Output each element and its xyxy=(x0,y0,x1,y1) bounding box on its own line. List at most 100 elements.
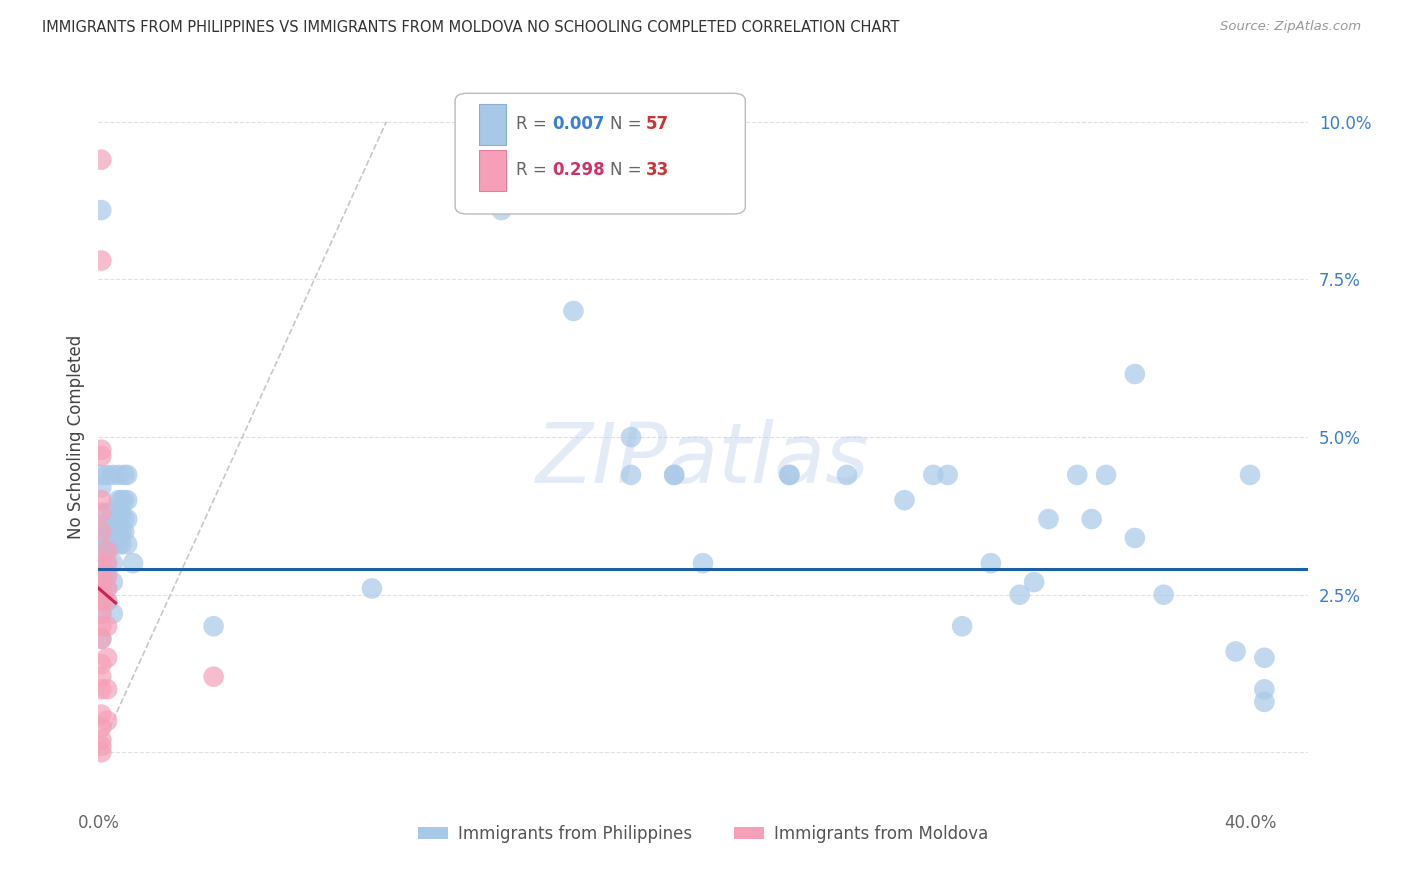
Point xyxy=(90,203,112,218)
Point xyxy=(778,467,800,482)
Point xyxy=(90,607,112,621)
Point xyxy=(115,512,138,526)
Point xyxy=(90,632,112,646)
Point xyxy=(664,467,686,482)
Point xyxy=(96,543,118,558)
Text: 33: 33 xyxy=(647,161,669,179)
Point xyxy=(620,467,643,482)
Point xyxy=(90,467,112,482)
Point xyxy=(96,543,118,558)
Bar xyxy=(479,151,506,191)
Point xyxy=(110,537,132,551)
Text: 0.298: 0.298 xyxy=(551,161,605,179)
Point xyxy=(112,524,135,539)
Point xyxy=(90,707,112,722)
Point xyxy=(1038,512,1060,526)
Point xyxy=(90,745,112,759)
Point xyxy=(96,569,118,583)
Point xyxy=(122,556,145,570)
Point xyxy=(101,524,124,539)
Point xyxy=(101,556,124,570)
Point xyxy=(90,493,112,508)
Point xyxy=(90,449,112,463)
Point xyxy=(90,531,112,545)
Point xyxy=(112,467,135,482)
Point xyxy=(980,556,1002,570)
Text: 0.007: 0.007 xyxy=(551,115,605,134)
Text: N =: N = xyxy=(610,161,647,179)
Point xyxy=(96,556,118,570)
Point xyxy=(90,582,112,596)
Point xyxy=(112,493,135,508)
Point xyxy=(90,524,112,539)
Point xyxy=(90,556,112,570)
Point xyxy=(90,506,112,520)
Point xyxy=(90,670,112,684)
Point xyxy=(90,632,112,646)
Point xyxy=(112,512,135,526)
Point xyxy=(90,442,112,457)
Point xyxy=(96,506,118,520)
Point xyxy=(101,575,124,590)
Text: Source: ZipAtlas.com: Source: ZipAtlas.com xyxy=(1220,20,1361,33)
Point xyxy=(96,714,118,728)
Point xyxy=(1123,367,1146,381)
Point xyxy=(90,153,112,167)
Point xyxy=(1066,467,1088,482)
Point xyxy=(110,524,132,539)
Point xyxy=(96,467,118,482)
Point xyxy=(107,493,129,508)
Point xyxy=(893,493,915,508)
FancyBboxPatch shape xyxy=(456,94,745,214)
Point xyxy=(90,518,112,533)
Point xyxy=(96,537,118,551)
Point xyxy=(101,467,124,482)
Point xyxy=(107,537,129,551)
Point xyxy=(90,732,112,747)
Point xyxy=(90,582,112,596)
Point xyxy=(1095,467,1118,482)
Point xyxy=(1253,682,1275,697)
Point xyxy=(90,607,112,621)
Point xyxy=(936,467,959,482)
Point xyxy=(90,253,112,268)
Point xyxy=(90,720,112,734)
Point xyxy=(835,467,858,482)
Point xyxy=(692,556,714,570)
Point xyxy=(1123,531,1146,545)
Point xyxy=(96,524,118,539)
Point xyxy=(107,524,129,539)
Point xyxy=(101,607,124,621)
Point xyxy=(96,594,118,608)
Point xyxy=(115,467,138,482)
Point xyxy=(96,619,118,633)
Point xyxy=(562,304,585,318)
Point xyxy=(1225,644,1247,658)
Bar xyxy=(479,104,506,145)
Point xyxy=(96,556,118,570)
Point xyxy=(115,493,138,508)
Point xyxy=(90,543,112,558)
Point xyxy=(1153,588,1175,602)
Point xyxy=(107,512,129,526)
Point xyxy=(90,682,112,697)
Text: R =: R = xyxy=(516,161,551,179)
Point xyxy=(90,569,112,583)
Y-axis label: No Schooling Completed: No Schooling Completed xyxy=(66,335,84,539)
Point xyxy=(1022,575,1045,590)
Point xyxy=(202,619,225,633)
Text: IMMIGRANTS FROM PHILIPPINES VS IMMIGRANTS FROM MOLDOVA NO SCHOOLING COMPLETED CO: IMMIGRANTS FROM PHILIPPINES VS IMMIGRANT… xyxy=(42,20,900,35)
Legend: Immigrants from Philippines, Immigrants from Moldova: Immigrants from Philippines, Immigrants … xyxy=(412,818,994,849)
Point xyxy=(110,506,132,520)
Text: R =: R = xyxy=(516,115,551,134)
Point xyxy=(90,619,112,633)
Point xyxy=(96,582,118,596)
Point xyxy=(361,582,384,596)
Point xyxy=(90,594,112,608)
Point xyxy=(96,594,118,608)
Point xyxy=(778,467,800,482)
Point xyxy=(107,467,129,482)
Point xyxy=(90,739,112,753)
Point xyxy=(101,537,124,551)
Point xyxy=(90,569,112,583)
